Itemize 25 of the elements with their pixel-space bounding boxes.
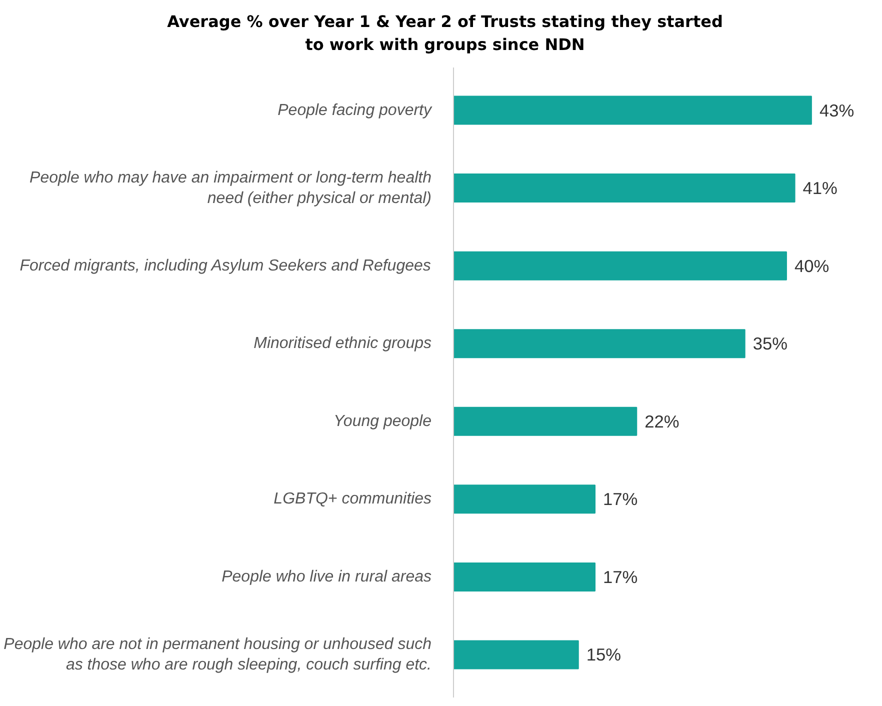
bar xyxy=(454,251,787,280)
y-tick-label: People facing poverty xyxy=(278,101,432,118)
bar xyxy=(454,484,596,514)
data-label: 17% xyxy=(603,566,638,587)
bar xyxy=(454,562,596,592)
bar xyxy=(454,406,638,436)
bar xyxy=(454,95,812,124)
data-label: 43% xyxy=(819,100,854,120)
y-tick-label: Young people xyxy=(334,412,432,430)
data-label: 15% xyxy=(586,644,622,664)
chart-title: Average % over Year 1 & Year 2 of Trusts stating they started to work with groups since NDN xyxy=(166,11,724,56)
bar xyxy=(454,173,796,202)
y-tick-label: People who may have an impairment or long-term health need (either physical or mental) xyxy=(30,169,432,206)
data-label: 40% xyxy=(794,256,830,276)
y-tick-label: LGBTQ+ communities xyxy=(274,490,432,508)
y-tick-label: Minoritised ethnic groups xyxy=(254,334,432,352)
bar xyxy=(454,328,746,358)
bar xyxy=(454,640,579,669)
y-tick-label: People who are not in permanent housing or unhoused such as those who are rough sleeping, couch surfing etc. xyxy=(4,636,432,674)
y-tick-label: People who live in rural areas xyxy=(222,568,432,586)
data-label: 22% xyxy=(644,411,680,432)
y-tick-label: Forced migrants, including Asylum Seekers and Refugees xyxy=(20,257,431,274)
data-label: 41% xyxy=(802,178,838,198)
data-label: 17% xyxy=(603,488,638,509)
data-label: 35% xyxy=(752,333,788,354)
